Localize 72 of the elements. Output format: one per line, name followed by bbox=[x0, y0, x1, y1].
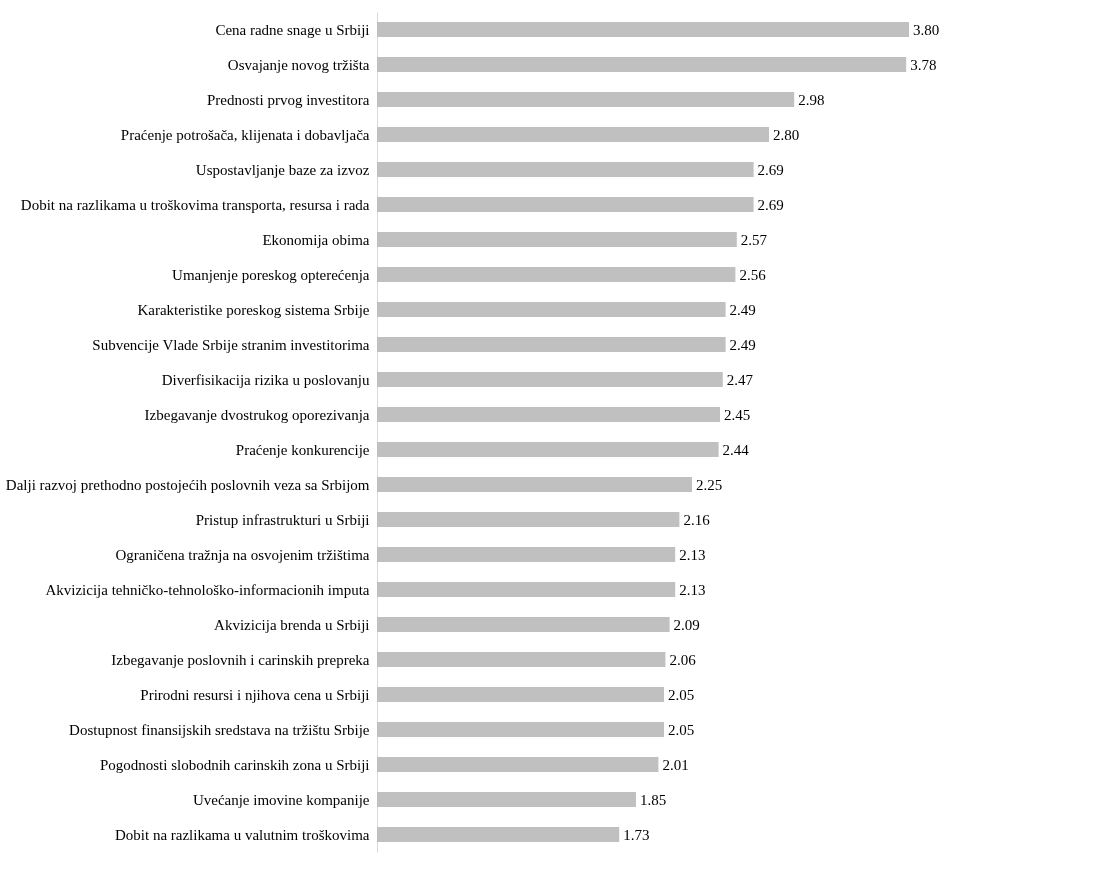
bar bbox=[377, 302, 726, 317]
y-tick-label: Pristup infrastrukturi u Srbiji bbox=[195, 511, 370, 528]
bar bbox=[377, 127, 769, 142]
y-tick-label: Osvajanje novog tržišta bbox=[227, 56, 370, 73]
y-tick-label: Cena radne snage u Srbiji bbox=[215, 21, 370, 38]
bar bbox=[377, 652, 666, 667]
bar bbox=[377, 407, 720, 422]
data-label: 2.25 bbox=[696, 476, 723, 493]
bar bbox=[377, 92, 795, 107]
y-tick-label: Praćenje potrošača, klijenata i dobavljača bbox=[120, 126, 370, 143]
bar bbox=[377, 792, 636, 807]
data-label: 2.13 bbox=[679, 546, 706, 563]
bar bbox=[377, 267, 736, 282]
data-label: 2.45 bbox=[724, 406, 751, 423]
y-tick-label: Akvizicija brenda u Srbiji bbox=[214, 616, 370, 633]
y-tick-label: Ekonomija obima bbox=[262, 231, 370, 248]
y-tick-label: Ograničena tražnja na osvojenim tržištima bbox=[115, 546, 370, 563]
y-tick-label: Izbegavanje poslovnih i carinskih prepreka bbox=[111, 651, 370, 668]
y-tick-label: Izbegavanje dvostrukog oporezivanja bbox=[144, 406, 370, 423]
data-label: 2.13 bbox=[679, 581, 706, 598]
y-tick-label: Uvećanje imovine kompanije bbox=[192, 791, 370, 808]
bar bbox=[377, 57, 907, 72]
bar bbox=[377, 442, 719, 457]
y-tick-label: Prednosti prvog investitora bbox=[207, 91, 370, 108]
data-label: 3.80 bbox=[913, 21, 940, 38]
y-tick-label: Akvizicija tehničko-tehnološko-informacionih imputa bbox=[45, 581, 370, 598]
bar bbox=[377, 722, 664, 737]
y-tick-label: Dostupnost finansijskih sredstava na tržištu Srbije bbox=[69, 721, 370, 738]
data-label: 2.09 bbox=[673, 616, 700, 633]
data-label: 2.06 bbox=[669, 651, 697, 668]
y-tick-label: Pogodnosti slobodnih carinskih zona u Srbiji bbox=[99, 756, 370, 773]
bar bbox=[377, 337, 726, 352]
data-label: 1.73 bbox=[623, 826, 650, 843]
data-label: 1.85 bbox=[640, 791, 667, 808]
data-label: 2.49 bbox=[729, 301, 756, 318]
bar bbox=[377, 617, 670, 632]
data-label: 2.16 bbox=[683, 511, 711, 528]
y-tick-label: Umanjenje poreskog opterećenja bbox=[172, 266, 370, 283]
data-label: 2.57 bbox=[740, 231, 768, 248]
data-label: 2.49 bbox=[729, 336, 756, 353]
data-label: 2.44 bbox=[722, 441, 750, 458]
data-label: 2.69 bbox=[757, 161, 784, 178]
data-label: 2.98 bbox=[798, 91, 825, 108]
bar bbox=[377, 197, 754, 212]
y-tick-label: Praćenje konkurencije bbox=[235, 441, 370, 458]
y-tick-label: Uspostavljanje baze za izvoz bbox=[195, 161, 370, 178]
data-label: 2.56 bbox=[739, 266, 767, 283]
data-label: 2.80 bbox=[773, 126, 800, 143]
y-tick-label: Dobit na razlikama u troškovima transporta, resursa i rada bbox=[20, 196, 370, 213]
bar bbox=[377, 512, 680, 527]
data-label: 2.69 bbox=[757, 196, 784, 213]
bar bbox=[377, 757, 659, 772]
y-tick-label: Diverfisikacija rizika u poslovanju bbox=[161, 371, 370, 388]
data-label: 2.47 bbox=[726, 371, 754, 388]
bar bbox=[377, 162, 754, 177]
bar bbox=[377, 827, 620, 842]
y-tick-label: Subvencije Vlade Srbije stranim investitorima bbox=[92, 336, 370, 353]
bar bbox=[377, 22, 909, 37]
bar bbox=[377, 687, 664, 702]
data-label: 2.01 bbox=[662, 756, 689, 773]
data-label: 2.05 bbox=[668, 686, 695, 703]
data-label: 2.05 bbox=[668, 721, 695, 738]
bar bbox=[377, 547, 676, 562]
y-tick-label: Dobit na razlikama u valutnim troškovima bbox=[114, 826, 370, 843]
bar bbox=[377, 232, 737, 247]
y-tick-label: Karakteristike poreskog sistema Srbije bbox=[137, 301, 370, 318]
bar bbox=[377, 477, 692, 492]
bar bbox=[377, 582, 676, 597]
bar bbox=[377, 372, 723, 387]
y-tick-label: Prirodni resursi i njihova cena u Srbiji bbox=[140, 686, 370, 703]
data-label: 3.78 bbox=[910, 56, 937, 73]
y-tick-label: Dalji razvoj prethodno postojećih poslovnih veza sa Srbijom bbox=[5, 476, 370, 493]
